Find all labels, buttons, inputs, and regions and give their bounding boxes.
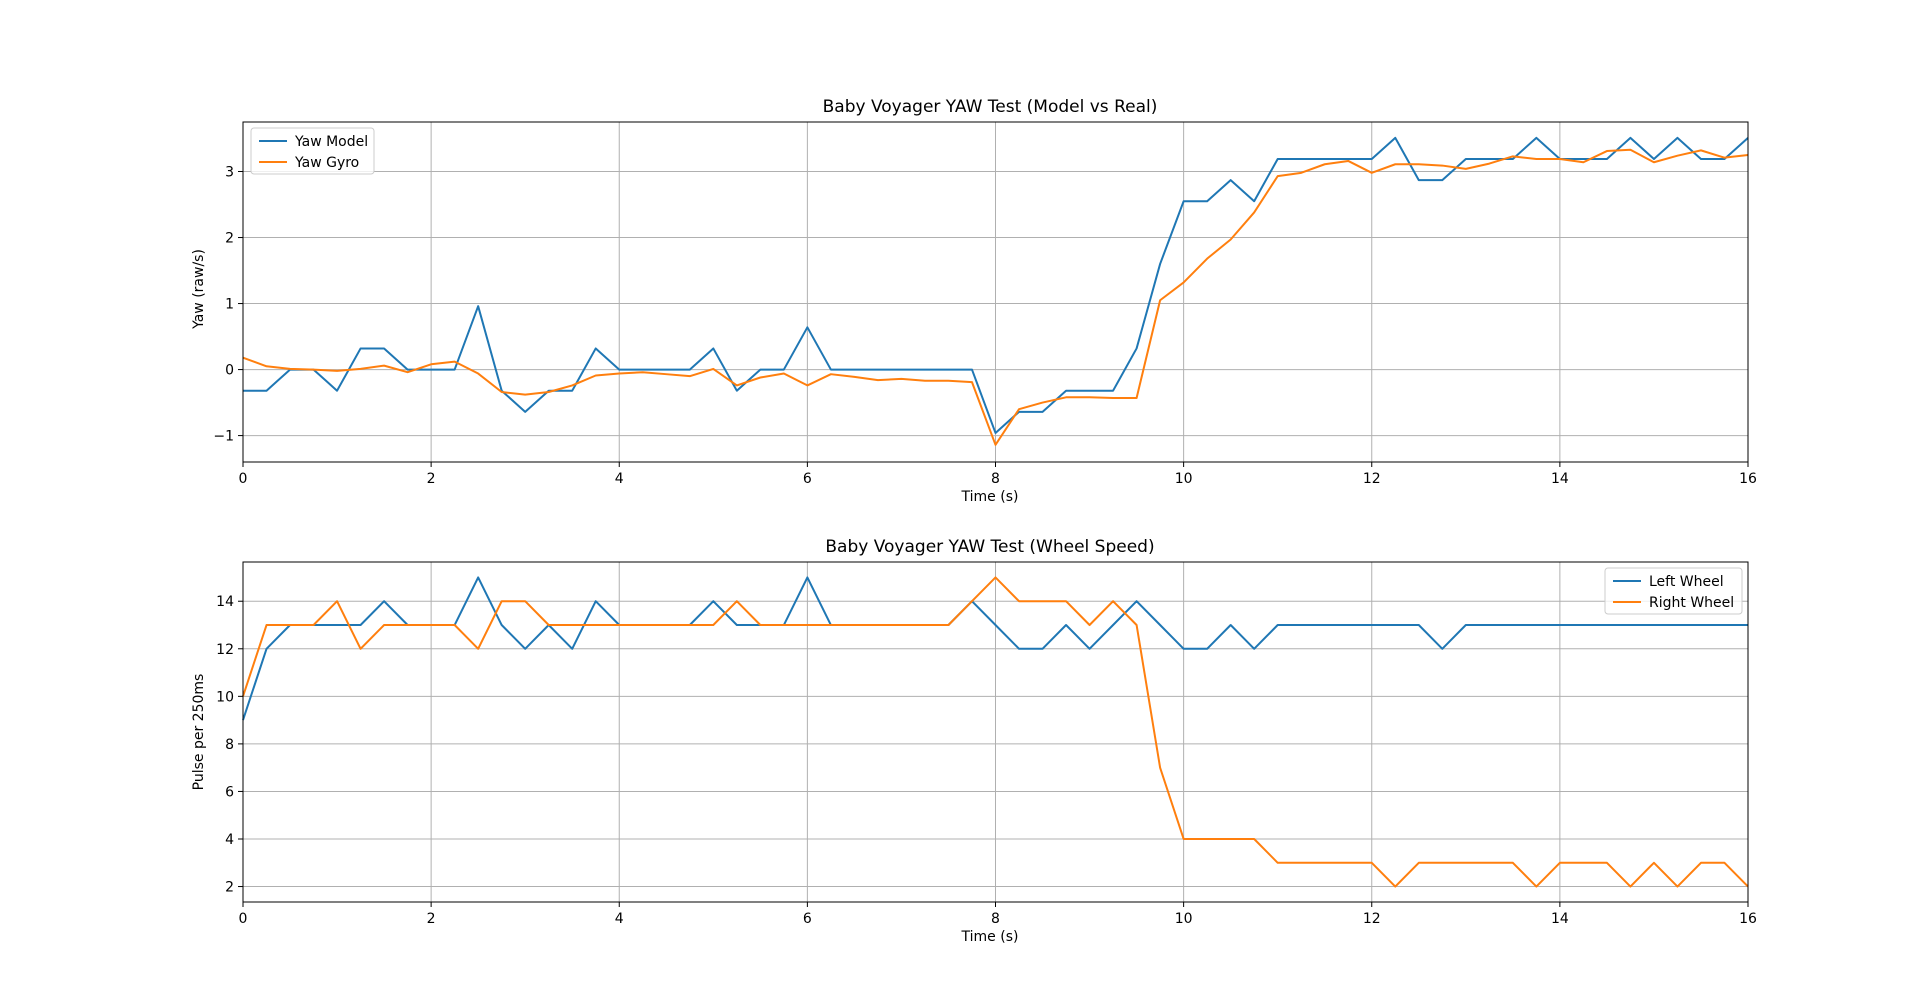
wheel-ytick-label: 12 <box>216 642 234 658</box>
yaw-xtick-label: 8 <box>991 471 1000 487</box>
yaw-xtick-label: 0 <box>239 471 248 487</box>
left-wheel-line <box>242 576 1748 721</box>
wheel-xtick-label: 8 <box>991 911 1000 927</box>
right-wheel-legend-label: Right Wheel <box>1649 595 1734 611</box>
yaw-chart-series <box>242 136 1749 446</box>
yaw-xtick-label: 6 <box>803 471 812 487</box>
wheel-chart-series <box>242 576 1749 888</box>
wheel-xtick-label: 16 <box>1739 911 1757 927</box>
yaw-xtick-label: 16 <box>1739 471 1757 487</box>
yaw-model-line <box>243 136 1749 434</box>
yaw-xtick-label: 14 <box>1551 471 1569 487</box>
wheel-xtick-label: 4 <box>615 911 624 927</box>
yaw-xtick-label: 10 <box>1175 471 1193 487</box>
wheel-ytick-label: 6 <box>225 784 234 800</box>
yaw-gyro-line <box>242 148 1749 446</box>
wheel-ytick-label: 4 <box>225 832 234 848</box>
yaw-ytick-label: 2 <box>225 231 234 247</box>
wheel-chart-grid <box>242 562 1749 902</box>
wheel-chart-ylabel: Pulse per 250ms <box>191 674 207 791</box>
yaw-ytick-label: 1 <box>225 297 234 313</box>
yaw-chart-xlabel: Time (s) <box>961 489 1019 505</box>
wheel-chart-xlabel: Time (s) <box>961 929 1019 945</box>
wheel-ytick-label: 10 <box>216 689 234 705</box>
yaw-xtick-label: 4 <box>615 471 624 487</box>
wheel-xtick-label: 10 <box>1175 911 1193 927</box>
yaw-model-legend-label: Yaw Model <box>294 134 368 150</box>
yaw-xtick-label: 12 <box>1363 471 1381 487</box>
wheel-speed-chart: Baby Voyager YAW Test (Wheel Speed) Time… <box>191 537 1757 945</box>
yaw-chart: Baby Voyager YAW Test (Model vs Real) Ti… <box>191 97 1757 505</box>
left-wheel-legend-label: Left Wheel <box>1649 574 1724 590</box>
wheel-xtick-label: 12 <box>1363 911 1381 927</box>
yaw-ytick-label: 0 <box>225 363 234 379</box>
right-wheel-line <box>242 576 1749 888</box>
wheel-xtick-label: 0 <box>239 911 248 927</box>
yaw-xtick-label: 2 <box>427 471 436 487</box>
wheel-chart-title: Baby Voyager YAW Test (Wheel Speed) <box>825 537 1154 557</box>
wheel-ytick-label: 14 <box>216 594 234 610</box>
wheel-ytick-label: 2 <box>225 880 234 896</box>
wheel-xtick-label: 2 <box>427 911 436 927</box>
yaw-ytick-label: 3 <box>225 165 234 181</box>
wheel-ytick-label: 8 <box>225 737 234 753</box>
yaw-chart-ylabel: Yaw (raw/s) <box>191 249 207 330</box>
wheel-xtick-label: 14 <box>1551 911 1569 927</box>
wheel-xtick-label: 6 <box>803 911 812 927</box>
yaw-chart-grid <box>242 122 1749 462</box>
yaw-chart-title: Baby Voyager YAW Test (Model vs Real) <box>823 97 1158 117</box>
wheel-chart-legend: Left Wheel Right Wheel <box>1604 567 1743 615</box>
yaw-chart-legend: Yaw Model Yaw Gyro <box>250 127 375 175</box>
yaw-gyro-legend-label: Yaw Gyro <box>294 155 359 171</box>
yaw-ytick-label: −1 <box>213 429 234 445</box>
